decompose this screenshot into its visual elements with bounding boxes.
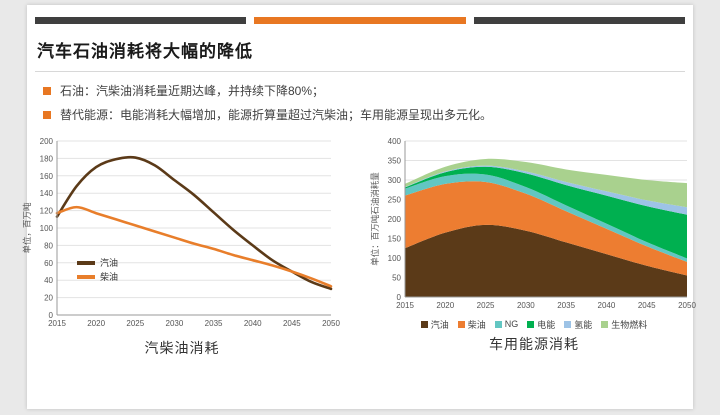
y-tick-label: 160 bbox=[40, 172, 54, 181]
bullet-item-alternative-energy: 替代能源：电能消耗大幅增加，能源折算量超过汽柴油；车用能源呈现出多元化。 bbox=[43, 107, 677, 124]
vehicle-energy-chart: 0 50 100 150 200 250 300 350 400 2015 2020 2025 2030… bbox=[369, 133, 699, 317]
legend-item-汽油: 汽油 bbox=[420, 318, 449, 331]
header-bar-3 bbox=[473, 17, 685, 24]
x-tick-label: 2020 bbox=[87, 319, 105, 328]
legend-label-氢能: 氢能 bbox=[574, 319, 593, 330]
bullet-marker bbox=[43, 111, 51, 120]
legend-label-电能: 电能 bbox=[537, 319, 556, 330]
x-tick-label: 2035 bbox=[557, 301, 575, 310]
y-axis-label: 单位，百万吨 bbox=[22, 202, 32, 254]
slide: 汽车石油消耗将大幅的降低 石油：汽柴油消耗量近期达峰，并持续下降80%； 替代能… bbox=[22, 5, 696, 409]
x-tick-label: 2040 bbox=[598, 301, 616, 310]
legend-swatch-生物燃料 bbox=[601, 320, 609, 328]
y-tick-label: 250 bbox=[388, 195, 402, 204]
bullet-marker bbox=[43, 87, 51, 95]
y-tick-label: 100 bbox=[388, 254, 402, 263]
legend-swatch-汽油 bbox=[77, 260, 95, 265]
line-series-柴油 bbox=[55, 205, 333, 288]
header-bar-1 bbox=[35, 17, 247, 24]
area-series-电能 bbox=[405, 166, 687, 259]
header-bars bbox=[27, 5, 693, 24]
x-tick-label: 2015 bbox=[396, 301, 414, 310]
gasoline-diesel-chart-block: 0 20 40 60 80 100 120 140 160 180 200 2015 2020 2025 2… bbox=[21, 133, 343, 358]
bullet-list: 石油：汽柴油消耗量近期达峰，并持续下降80%； 替代能源：电能消耗大幅增加，能源… bbox=[27, 72, 693, 125]
x-tick-label: 2040 bbox=[244, 319, 262, 328]
x-tick-label: 2015 bbox=[48, 319, 66, 328]
y-tick-label: 0 bbox=[49, 311, 54, 320]
y-tick-label: 60 bbox=[44, 259, 53, 268]
y-tick-label: 200 bbox=[388, 215, 402, 224]
legend-item-生物燃料: 生物燃料 bbox=[601, 318, 647, 331]
legend-item-氢能: 氢能 bbox=[564, 318, 592, 331]
y-tick-label: 140 bbox=[40, 189, 54, 198]
y-tick-label: 40 bbox=[44, 276, 53, 285]
slide-title: 汽车石油消耗将大幅的降低 bbox=[37, 42, 253, 61]
y-tick-label: 80 bbox=[44, 241, 53, 250]
x-tick-label: 2020 bbox=[436, 301, 454, 310]
area-series-柴油 bbox=[405, 181, 687, 276]
legend-label-柴油: 柴油 bbox=[467, 319, 486, 330]
y-tick-label: 120 bbox=[40, 206, 54, 215]
area-series-NG bbox=[405, 173, 687, 262]
legend-swatch-汽油 bbox=[420, 320, 428, 328]
area-series-生物燃料 bbox=[405, 158, 687, 208]
y-tick-label: 100 bbox=[40, 224, 54, 233]
y-tick-label: 300 bbox=[388, 176, 402, 185]
legend-item-柴油: 柴油 bbox=[457, 318, 486, 331]
legend-label-生物燃料: 生物燃料 bbox=[611, 319, 648, 330]
legend-label-汽油: 汽油 bbox=[100, 257, 118, 268]
legend-swatch-NG bbox=[494, 320, 502, 328]
chart-svg: 0 50 100 150 200 250 300 350 400 2015 2020 2025 2030… bbox=[370, 137, 696, 310]
bullet-text-alternative-energy: 替代能源：电能消耗大幅增加，能源折算量超过汽柴油；车用能源呈现出多元化。 bbox=[60, 108, 493, 123]
y-tick-label: 400 bbox=[388, 137, 402, 146]
gasoline-diesel-chart: 0 20 40 60 80 100 120 140 160 180 200 2015 2020 2025 2… bbox=[21, 133, 343, 335]
vehicle-energy-legend: 汽油 柴油 NG 电能 氢能 生物燃料 bbox=[420, 318, 647, 331]
x-tick-label: 2045 bbox=[283, 319, 301, 328]
x-tick-label: 2050 bbox=[322, 319, 340, 328]
y-tick-label: 50 bbox=[392, 273, 401, 282]
y-tick-label: 150 bbox=[388, 234, 402, 243]
legend-item-电能: 电能 bbox=[527, 318, 555, 331]
y-tick-label: 180 bbox=[40, 154, 54, 163]
legend-swatch-电能 bbox=[527, 320, 535, 328]
title-divider bbox=[35, 71, 685, 72]
x-tick-label: 2025 bbox=[126, 319, 144, 328]
legend-label-柴油: 柴油 bbox=[100, 271, 118, 282]
y-axis-label: 单位：百万吨石油消耗量 bbox=[370, 172, 380, 266]
charts-row: 0 20 40 60 80 100 120 140 160 180 200 2015 2020 2025 2… bbox=[22, 133, 696, 358]
x-tick-label: 2030 bbox=[166, 319, 184, 328]
legend-label-汽油: 汽油 bbox=[430, 319, 449, 330]
y-tick-label: 200 bbox=[40, 137, 54, 146]
y-tick-label: 350 bbox=[388, 156, 402, 165]
gasoline-diesel-chart-title: 汽柴油消耗 bbox=[144, 339, 220, 356]
bullet-item-oil: 石油：汽柴油消耗量近期达峰，并持续下降80%； bbox=[43, 83, 677, 100]
bullet-text-oil: 石油：汽柴油消耗量近期达峰，并持续下降80%； bbox=[60, 84, 325, 98]
x-tick-label: 2050 bbox=[678, 301, 696, 310]
legend-swatch-氢能 bbox=[564, 320, 572, 328]
line-series-汽油 bbox=[55, 155, 333, 290]
vehicle-energy-chart-block: 0 50 100 150 200 250 300 350 400 2015 2020 2025 2030… bbox=[369, 133, 699, 358]
legend-swatch-柴油 bbox=[77, 274, 95, 279]
legend-item-NG: NG bbox=[494, 318, 519, 331]
legend-swatch-柴油 bbox=[457, 320, 465, 328]
header-bar-2 bbox=[254, 17, 466, 24]
y-tick-label: 0 bbox=[397, 293, 402, 302]
area-series-汽油 bbox=[405, 224, 687, 297]
vehicle-energy-chart-title: 车用能源消耗 bbox=[489, 335, 579, 352]
x-tick-label: 2035 bbox=[205, 319, 223, 328]
legend-label-NG: NG bbox=[504, 319, 519, 330]
x-tick-label: 2045 bbox=[638, 301, 656, 310]
x-tick-label: 2030 bbox=[517, 301, 535, 310]
y-tick-label: 20 bbox=[44, 293, 53, 302]
x-tick-label: 2025 bbox=[477, 301, 495, 310]
